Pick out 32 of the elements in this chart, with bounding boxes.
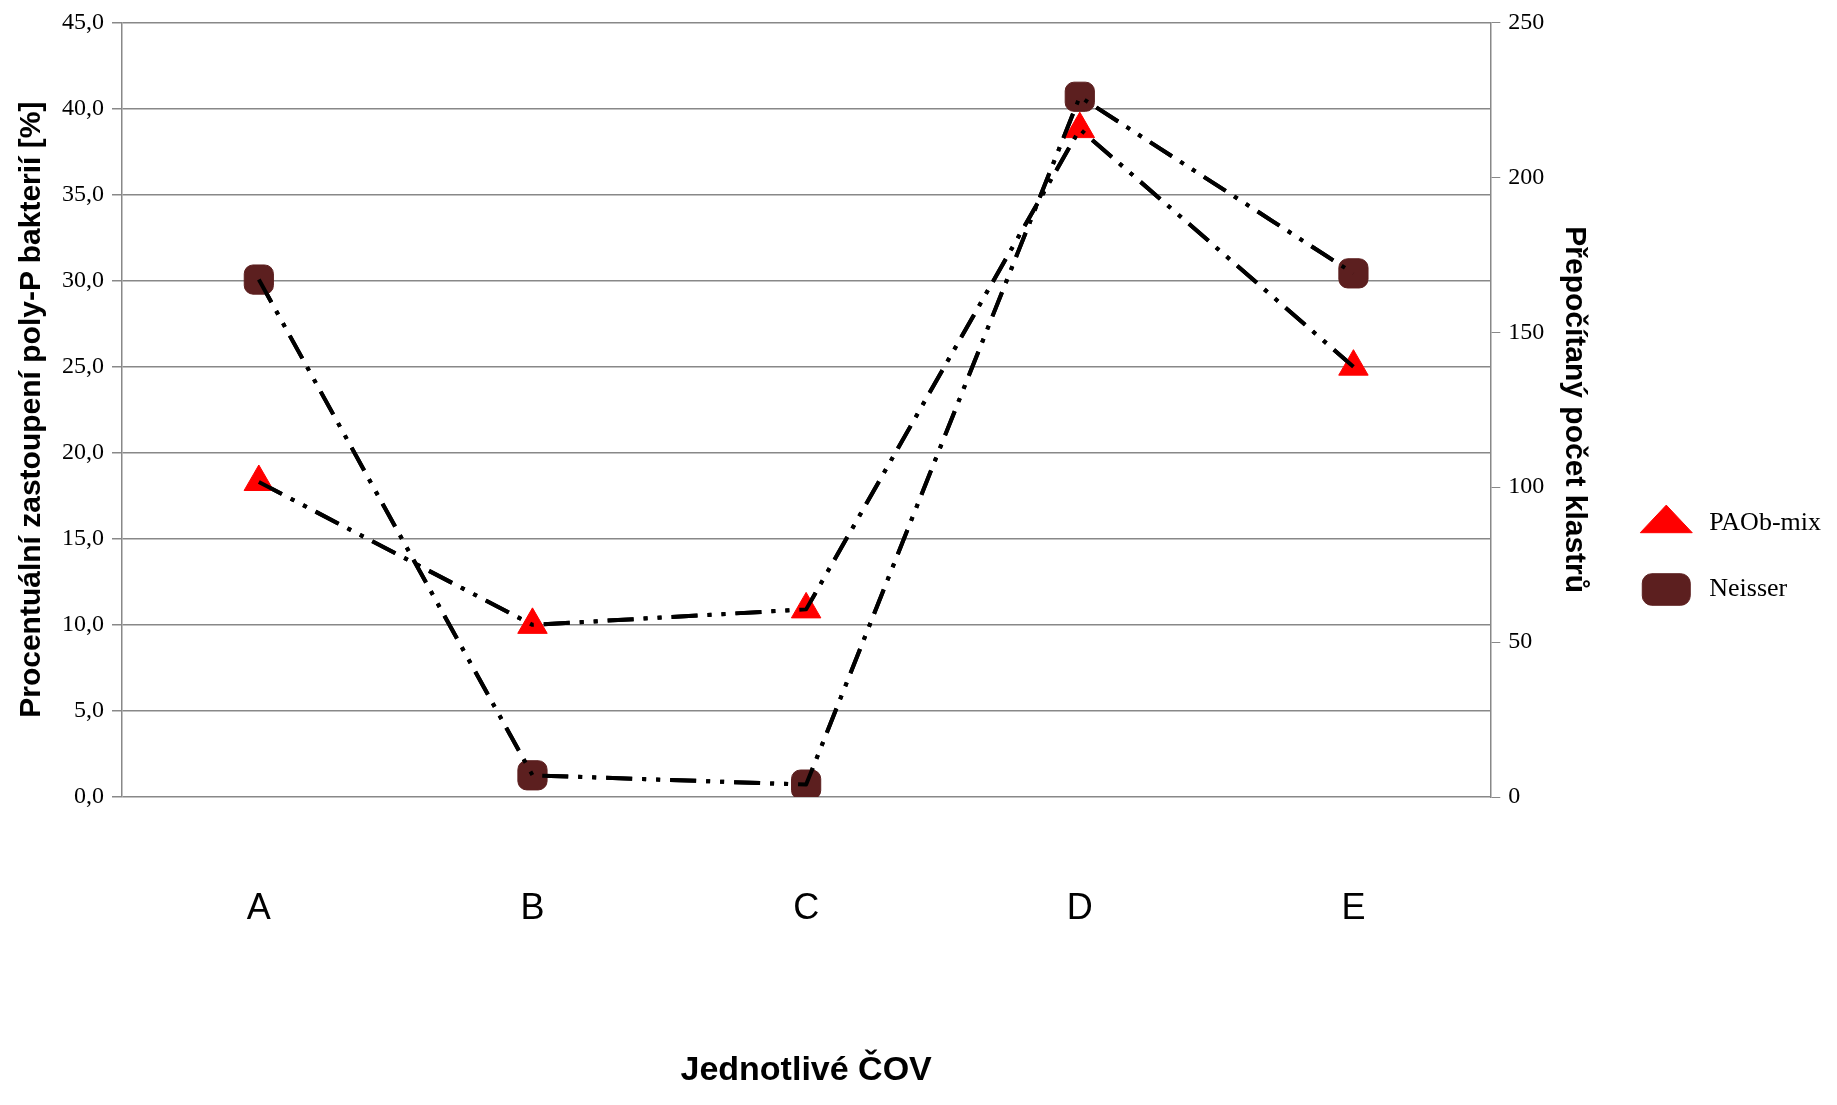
x-tick-label: E xyxy=(1341,885,1366,927)
point xyxy=(1338,258,1369,289)
point xyxy=(1064,81,1095,112)
x-tick-label: C xyxy=(793,885,820,927)
x-axis-title: Jednotlivé ČOV xyxy=(680,1048,933,1087)
y2-tick-label: 150 xyxy=(1508,317,1545,344)
y-tick-label: 40,0 xyxy=(62,93,104,120)
legend-label: Neisser xyxy=(1709,573,1788,603)
y2-tick-label: 100 xyxy=(1508,472,1545,499)
x-tick-label: B xyxy=(520,885,545,927)
point xyxy=(517,607,548,634)
y-tick-label: 25,0 xyxy=(62,351,104,378)
y-tick-label: 0,0 xyxy=(74,782,104,809)
y-tick-label: 15,0 xyxy=(62,524,104,551)
y-tick-label: 20,0 xyxy=(62,438,104,465)
y2-tick-label: 0 xyxy=(1508,782,1521,809)
y-tick-label: 5,0 xyxy=(74,696,104,723)
y2-tick-label: 50 xyxy=(1508,627,1533,654)
point xyxy=(517,760,548,791)
x-tick-label: A xyxy=(246,885,271,927)
y2-tick-label: 250 xyxy=(1508,7,1545,34)
y-tick-label: 10,0 xyxy=(62,610,104,637)
point xyxy=(243,264,274,295)
point xyxy=(1064,111,1096,139)
y-tick-label: 35,0 xyxy=(62,179,104,206)
legend-label: PAOb-mix xyxy=(1709,507,1821,537)
y-tick-label: 45,0 xyxy=(62,7,104,34)
x-tick-label: D xyxy=(1066,885,1093,927)
y2-tick-label: 200 xyxy=(1508,162,1545,189)
y-tick-label: 30,0 xyxy=(62,265,104,292)
y2-axis-title: Přepočítaný počet klastrů xyxy=(1560,226,1593,594)
y-axis-title: Procentuální zastoupení poly-P bakterií [%] xyxy=(13,101,47,718)
